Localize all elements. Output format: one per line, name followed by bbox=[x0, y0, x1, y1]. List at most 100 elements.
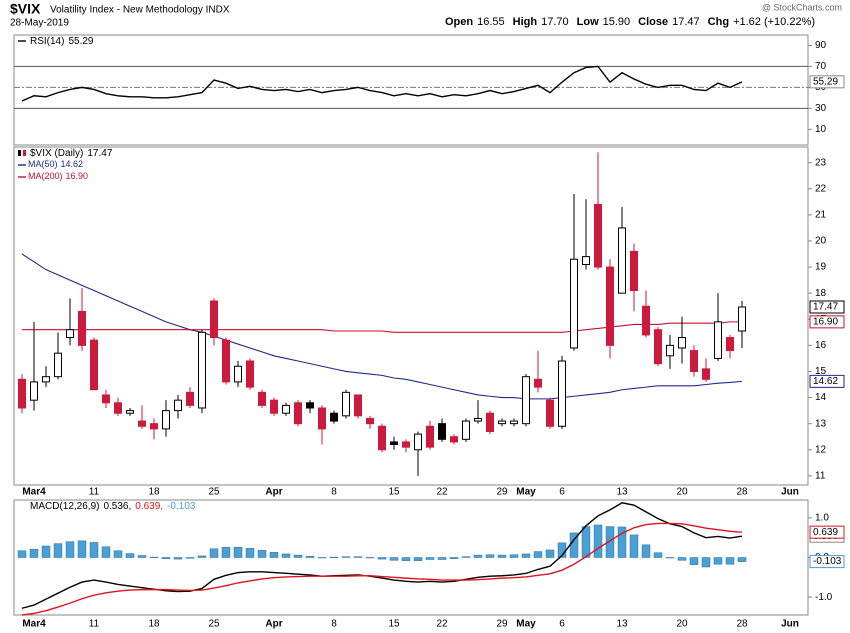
histogram-bar bbox=[353, 556, 363, 558]
y-tick-label: 30 bbox=[815, 103, 827, 114]
histogram-bar bbox=[305, 556, 315, 558]
histogram-bar bbox=[581, 526, 591, 558]
candle-body bbox=[378, 425, 386, 451]
candle-body bbox=[738, 306, 746, 332]
legend: MA(200) 16.90 bbox=[28, 171, 88, 181]
candle-body bbox=[690, 350, 698, 372]
histogram-bar bbox=[209, 548, 219, 558]
candle-body bbox=[666, 344, 674, 357]
x-tick-label: Apr bbox=[265, 619, 282, 630]
histogram-bar bbox=[497, 554, 507, 558]
y-tick-label: 18 bbox=[815, 288, 827, 299]
legend-value: 14.62 bbox=[61, 159, 84, 169]
date: 28-May-2019 bbox=[10, 18, 69, 29]
histogram-bar bbox=[617, 526, 627, 558]
price-panel bbox=[13, 146, 809, 486]
quote-value: 16.55 bbox=[477, 16, 505, 28]
histogram-bar bbox=[269, 552, 279, 558]
x-tick-label: 22 bbox=[436, 619, 448, 630]
x-tick-label: 11 bbox=[89, 619, 100, 630]
quote: Open 16.55 High 17.70 Low 15.90 Close 17.47 Chg +… bbox=[445, 16, 815, 28]
histogram-bar bbox=[545, 549, 555, 558]
candle-body bbox=[438, 423, 446, 440]
candle-body bbox=[366, 417, 374, 425]
histogram-bar bbox=[329, 556, 339, 558]
candle-body bbox=[426, 425, 434, 448]
legend: MACD(12,26,9) 0.536, 0.639, -0.103 bbox=[30, 501, 196, 512]
y-tick-label: 12 bbox=[815, 444, 827, 455]
candle-body bbox=[678, 337, 686, 349]
histogram-bar bbox=[149, 556, 159, 558]
candle-body bbox=[126, 410, 134, 414]
legend: MA(50) 14.62 bbox=[28, 159, 83, 169]
y-tick-label: 20 bbox=[815, 236, 827, 247]
histogram-bar bbox=[737, 557, 747, 562]
legend-value: 16.90 bbox=[66, 171, 89, 181]
x-tick-label: 20 bbox=[676, 619, 688, 630]
watermark: @ StockCharts.com bbox=[762, 2, 842, 12]
quote-value: 17.70 bbox=[541, 16, 569, 28]
candle-body bbox=[342, 391, 350, 417]
y-tick-label: 21 bbox=[815, 210, 827, 221]
candle-body bbox=[282, 404, 290, 414]
candle-body bbox=[222, 339, 230, 383]
candle-body bbox=[246, 360, 254, 388]
x-tick-label: 15 bbox=[388, 619, 400, 630]
histogram-bar bbox=[257, 550, 267, 558]
rsi-panel bbox=[13, 34, 809, 146]
legend: $VIX (Daily) 17.47 bbox=[30, 148, 113, 159]
x-tick-label: 25 bbox=[208, 487, 220, 498]
candle-body bbox=[174, 399, 182, 412]
histogram-bar bbox=[65, 541, 75, 558]
end-label-box bbox=[809, 315, 845, 329]
candle-body bbox=[630, 250, 638, 292]
x-tick-label: 15 bbox=[388, 487, 400, 498]
instrument-name: Volatility Index - New Methodology INDX bbox=[50, 5, 230, 16]
y-tick-label: 13 bbox=[815, 418, 827, 429]
histogram-bar bbox=[677, 557, 687, 561]
legend-value: 17.47 bbox=[87, 148, 112, 159]
legend-name: $VIX (Daily) bbox=[30, 148, 83, 159]
histogram-bar bbox=[389, 557, 399, 561]
histogram-bar bbox=[341, 556, 351, 558]
end-label-box bbox=[809, 75, 845, 89]
x-tick-label: 20 bbox=[676, 487, 688, 498]
y-tick-label: 70 bbox=[815, 61, 827, 72]
y-tick-label: 1.0 bbox=[815, 512, 829, 523]
histogram-bar bbox=[413, 557, 423, 561]
histogram-bar bbox=[185, 557, 195, 559]
y-tick-label: 16 bbox=[815, 340, 827, 351]
candle-body bbox=[522, 376, 530, 425]
histogram-bar bbox=[125, 553, 135, 558]
quote-label: Low bbox=[577, 16, 599, 28]
y-tick-label: 90 bbox=[815, 40, 827, 51]
x-tick-label: Mar4 bbox=[22, 487, 46, 498]
legend-swatch bbox=[23, 150, 26, 156]
histogram-bar bbox=[41, 545, 51, 558]
quote-value: 17.47 bbox=[672, 16, 700, 28]
histogram-bar bbox=[281, 553, 291, 558]
histogram-bar bbox=[605, 526, 615, 558]
legend: RSI(14) 55.29 bbox=[30, 36, 94, 47]
x-tick-label: Jun bbox=[781, 619, 799, 630]
histogram-bar bbox=[377, 557, 387, 560]
x-tick-label: 6 bbox=[559, 619, 565, 630]
end-label: -0.103 bbox=[813, 556, 842, 567]
x-tick-label: Jun bbox=[781, 487, 799, 498]
end-label: 16.90 bbox=[813, 317, 838, 328]
candle-body bbox=[462, 420, 470, 440]
x-tick-label: 22 bbox=[436, 487, 448, 498]
histogram-bar bbox=[89, 542, 99, 558]
histogram-bar bbox=[197, 555, 207, 558]
quote-value: 15.90 bbox=[603, 16, 631, 28]
candle-body bbox=[138, 420, 146, 427]
candle-body bbox=[234, 365, 242, 383]
histogram-bar bbox=[293, 554, 303, 558]
candle-body bbox=[198, 331, 206, 409]
histogram-bar bbox=[521, 553, 531, 558]
candle-body bbox=[606, 266, 614, 346]
candle-body bbox=[558, 360, 566, 427]
x-tick-label: 28 bbox=[736, 487, 748, 498]
candle-body bbox=[486, 412, 494, 432]
